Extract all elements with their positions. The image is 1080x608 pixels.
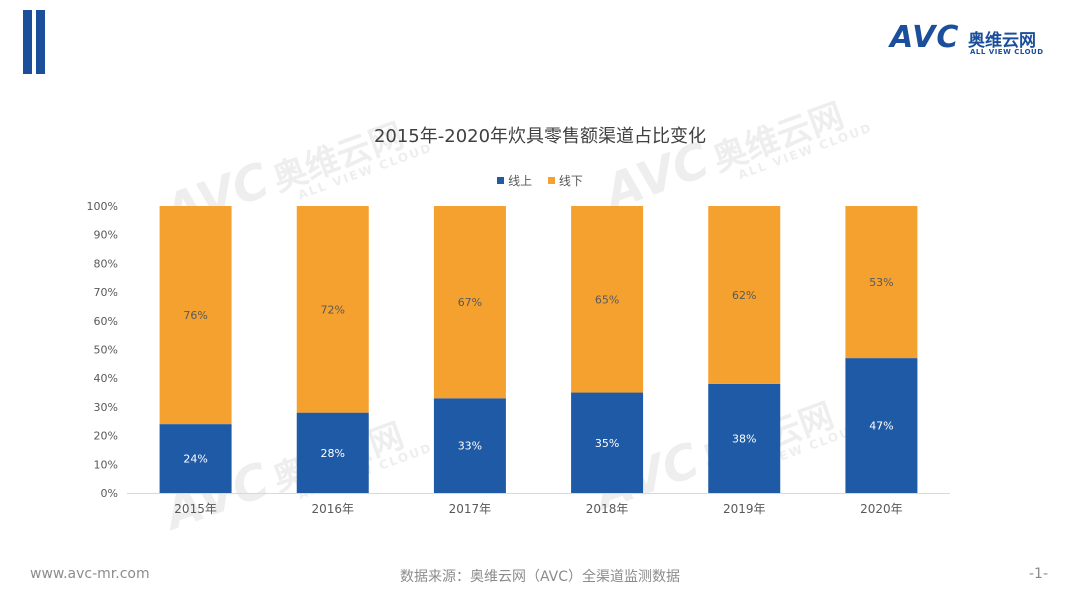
y-tick-label: 80% [94,257,118,270]
logo-en-text: ALL VIEW CLOUD [970,48,1044,56]
data-label-online: 35% [595,437,619,450]
data-label-online: 38% [732,432,756,445]
data-label-online: 24% [183,453,207,466]
y-tick-label: 60% [94,315,118,328]
logo-cn-text: 奥维云网 [968,31,1036,51]
logo-mark: AVC [890,20,960,55]
footer-website: www.avc-mr.com [30,566,150,582]
footer-source: 数据来源：奥维云网（AVC）全渠道监测数据 [399,569,681,585]
brand-bar-right [36,10,45,74]
bar-online [433,398,506,493]
data-label-offline: 76% [183,309,207,322]
legend-swatch-online [497,177,505,184]
data-label-online: 33% [458,440,482,453]
legend-item-offline: 线下 [547,172,583,189]
bar-offline [708,206,781,384]
y-tick-label: 50% [94,344,118,357]
bar-offline [571,206,644,393]
x-tick-label: 2017年 [449,502,492,516]
y-tick-label: 90% [94,229,118,242]
y-tick-label: 30% [94,401,118,414]
data-label-offline: 65% [595,293,619,306]
bar-offline [159,206,232,425]
legend-swatch-offline [547,177,555,184]
x-tick-label: 2018年 [586,502,629,516]
brand-bar-left [23,10,32,74]
x-tick-label: 2016年 [311,502,354,516]
legend-label-offline: 线下 [558,174,583,188]
y-tick-label: 10% [94,458,118,471]
y-tick-label: 100% [87,200,118,213]
page-number: -1- [1028,566,1048,582]
bar-online [845,358,918,493]
data-label-online: 47% [869,420,893,433]
x-tick-label: 2019年 [723,502,766,516]
legend-item-online: 线上 [497,172,532,189]
y-tick-label: 70% [94,286,118,299]
data-label-offline: 67% [458,296,482,309]
data-label-online: 28% [321,447,345,460]
y-tick-label: 0% [101,487,118,500]
bar-online [159,424,232,493]
bar-online [571,392,644,493]
bar-offline [845,206,918,359]
legend-label-online: 线上 [508,174,533,188]
y-tick-label: 20% [94,430,118,443]
data-label-offline: 53% [869,276,893,289]
x-tick-label: 2020年 [860,502,903,516]
chart-legend: 线上 线下 [0,172,1080,189]
x-tick-label: 2015年 [174,502,217,516]
data-label-offline: 62% [732,289,756,302]
bar-online [708,383,781,493]
bar-offline [296,206,369,413]
bar-offline [433,206,506,399]
chart-title: 2015年-2020年炊具零售额渠道占比变化 [373,126,707,147]
y-tick-label: 40% [94,372,118,385]
data-label-offline: 72% [321,303,345,316]
bar-online [296,412,369,493]
